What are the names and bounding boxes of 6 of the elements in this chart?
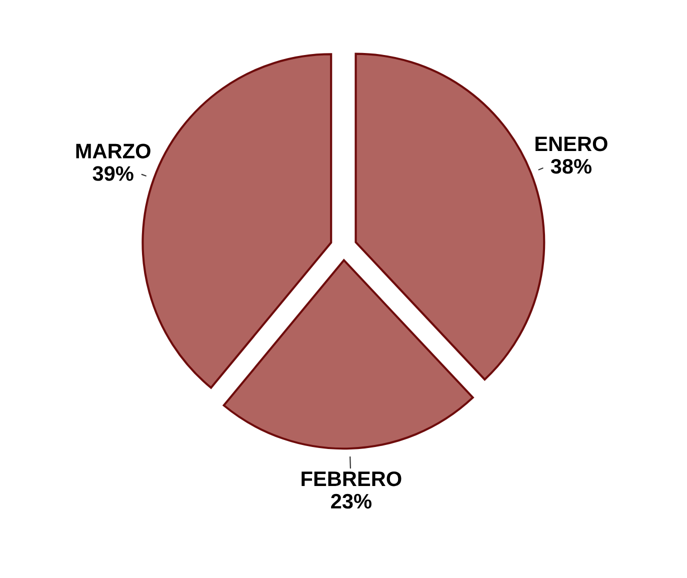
data-label: 38% xyxy=(550,158,592,174)
data-label: 23% xyxy=(331,494,372,509)
data-label: 39% xyxy=(92,166,134,181)
slice-label: MARZO xyxy=(76,144,150,158)
slice-label: ENERO xyxy=(536,136,608,152)
slice-label: FEBRERO xyxy=(302,471,402,486)
